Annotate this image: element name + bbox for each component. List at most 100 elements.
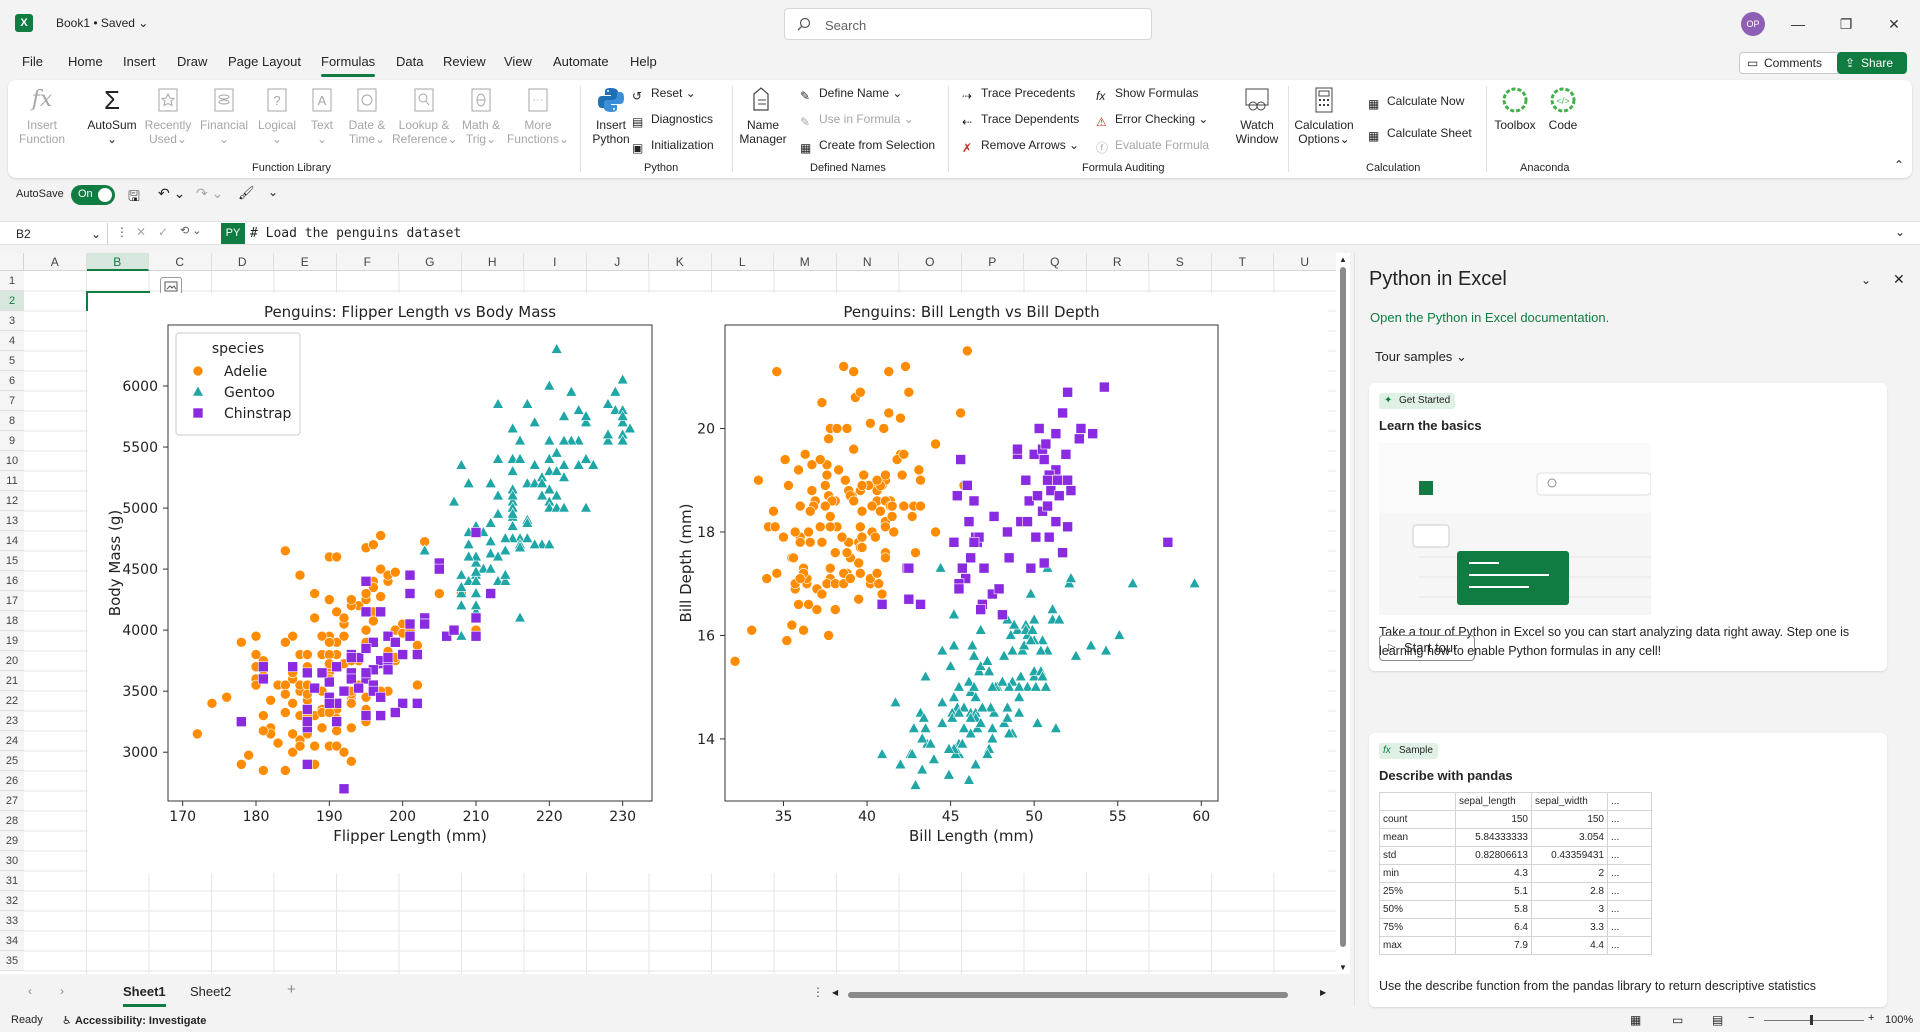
use-in-formula-button[interactable]: ✎ Use in Formula ⌄	[800, 112, 914, 129]
more-options-icon[interactable]: ⋮	[116, 225, 128, 239]
add-sheet-button[interactable]: +	[287, 981, 296, 998]
toolbox-button[interactable]: Toolbox	[1492, 86, 1538, 132]
collapse-ribbon-icon[interactable]: ⌃	[1894, 158, 1905, 172]
row-header[interactable]: 20	[0, 651, 24, 671]
documentation-link[interactable]: Open the Python in Excel documentation.	[1370, 310, 1610, 325]
zoom-in-icon[interactable]: +	[1868, 1012, 1875, 1024]
insert-python-button[interactable]: Insert Python	[586, 86, 636, 146]
horizontal-scroll-thumb[interactable]	[848, 992, 1288, 998]
row-header[interactable]: 32	[0, 891, 24, 911]
row-header[interactable]: 14	[0, 531, 24, 551]
python-output-type-icon[interactable]: ⟲ ⌄	[180, 225, 202, 237]
more-functions-button[interactable]: ··· More Functions⌄	[506, 86, 570, 146]
collapse-pane-icon[interactable]: ⌄	[1861, 273, 1872, 287]
format-painter-icon[interactable]: 🖌	[238, 185, 255, 200]
row-header[interactable]: 3	[0, 311, 24, 331]
calculation-options-button[interactable]: Calculation Options⌄	[1292, 86, 1356, 146]
more-options-icon[interactable]: ⋮	[812, 985, 824, 999]
define-name-button[interactable]: ✎ Define Name ⌄	[800, 86, 903, 103]
lookup-reference-button[interactable]: Lookup & Reference⌄	[392, 86, 457, 146]
column-header[interactable]: G	[399, 253, 462, 271]
column-header[interactable]: Q	[1024, 253, 1087, 271]
reset-button[interactable]: ↺ Reset ⌄	[632, 86, 696, 103]
recently-used-button[interactable]: Recently Used⌄	[140, 86, 196, 146]
page-break-view-icon[interactable]: ▤	[1712, 1013, 1724, 1027]
share-button[interactable]: ⇪ Share	[1837, 52, 1907, 74]
text-functions-button[interactable]: A Text ⌄	[302, 86, 342, 146]
remove-arrows-button[interactable]: ✗ Remove Arrows ⌄	[962, 138, 1080, 155]
error-checking-button[interactable]: ⚠ Error Checking ⌄	[1096, 112, 1209, 129]
undo-icon[interactable]: ↶ ⌄	[158, 185, 186, 201]
row-header[interactable]: 17	[0, 591, 24, 611]
row-header[interactable]: 19	[0, 631, 24, 651]
next-sheet-icon[interactable]: ›	[60, 984, 64, 998]
row-header[interactable]: 23	[0, 711, 24, 731]
scroll-up-icon[interactable]: ▲	[1339, 255, 1347, 264]
tab-draw[interactable]: Draw	[177, 54, 208, 69]
search-input[interactable]: Search	[784, 8, 1152, 40]
cancel-entry-icon[interactable]: ✕	[136, 225, 147, 239]
watch-window-button[interactable]: Watch Window	[1230, 86, 1284, 146]
column-header[interactable]: C	[149, 253, 212, 271]
column-header[interactable]: M	[774, 253, 837, 271]
autosum-button[interactable]: Σ AutoSum ⌄	[84, 86, 140, 146]
row-header[interactable]: 11	[0, 471, 24, 491]
column-header[interactable]: S	[1149, 253, 1212, 271]
column-header[interactable]: O	[899, 253, 962, 271]
sheet-tab-sheet1[interactable]: Sheet1	[123, 984, 166, 1007]
row-header[interactable]: 34	[0, 931, 24, 951]
column-header[interactable]: D	[211, 253, 274, 271]
column-header[interactable]: B	[86, 253, 149, 271]
column-header[interactable]: P	[961, 253, 1024, 271]
zoom-out-icon[interactable]: −	[1748, 1012, 1755, 1024]
start-tour-button[interactable]: ▷ Start tour	[1379, 635, 1475, 661]
tab-insert[interactable]: Insert	[123, 54, 156, 69]
column-header[interactable]: K	[649, 253, 712, 271]
row-header[interactable]: 16	[0, 571, 24, 591]
vertical-scroll-thumb[interactable]	[1340, 267, 1346, 947]
date-time-button[interactable]: Date & Time⌄	[342, 86, 392, 146]
confirm-entry-icon[interactable]: ✓	[158, 225, 169, 239]
scroll-left-icon[interactable]: ◀	[832, 988, 839, 997]
row-header[interactable]: 21	[0, 671, 24, 691]
tab-home[interactable]: Home	[68, 54, 103, 69]
close-window-icon[interactable]: ✕	[1888, 16, 1900, 32]
tab-formulas[interactable]: Formulas	[321, 54, 376, 77]
code-button[interactable]: </> Code	[1540, 86, 1586, 132]
row-header[interactable]: 6	[0, 371, 24, 391]
row-header[interactable]: 18	[0, 611, 24, 631]
financial-button[interactable]: Financial ⌄	[196, 86, 252, 146]
row-header[interactable]: 13	[0, 511, 24, 531]
calculate-sheet-button[interactable]: ▦ Calculate Sheet	[1368, 126, 1472, 143]
prev-sheet-icon[interactable]: ‹	[28, 984, 32, 998]
tour-samples-dropdown[interactable]: Tour samples ⌄	[1375, 349, 1467, 364]
column-header[interactable]: I	[524, 253, 587, 271]
tab-file[interactable]: File	[22, 54, 43, 69]
customize-qat-icon[interactable]: ⌄	[268, 185, 279, 199]
save-icon[interactable]: 🖫	[128, 188, 140, 204]
diagnostics-button[interactable]: ▤ Diagnostics	[632, 112, 714, 129]
row-header[interactable]: 35	[0, 951, 24, 971]
zoom-slider-thumb[interactable]	[1810, 1015, 1813, 1025]
name-manager-button[interactable]: Name Manager	[736, 86, 790, 146]
trace-dependents-button[interactable]: ⇠ Trace Dependents	[962, 112, 1080, 129]
column-header[interactable]: L	[711, 253, 774, 271]
math-trig-button[interactable]: Math & Trig⌄	[456, 86, 506, 146]
trace-precedents-button[interactable]: ⇢ Trace Precedents	[962, 86, 1076, 103]
create-from-selection-button[interactable]: ▦ Create from Selection	[800, 138, 936, 155]
vertical-scrollbar[interactable]: ▲ ▼	[1336, 253, 1350, 974]
row-header[interactable]: 33	[0, 911, 24, 931]
column-header[interactable]: A	[24, 253, 87, 271]
name-box[interactable]: B2 ⌄	[8, 223, 108, 245]
tab-automate[interactable]: Automate	[553, 54, 609, 69]
row-header[interactable]: 30	[0, 851, 24, 871]
row-header[interactable]: 27	[0, 791, 24, 811]
row-header[interactable]: 9	[0, 431, 24, 451]
scroll-right-icon[interactable]: ▶	[1320, 988, 1327, 997]
redo-icon[interactable]: ↷ ⌄	[196, 185, 224, 201]
row-header[interactable]: 12	[0, 491, 24, 511]
column-header[interactable]: N	[836, 253, 899, 271]
expand-formula-bar-icon[interactable]: ⌄	[1895, 225, 1906, 239]
row-header[interactable]: 1	[0, 271, 24, 291]
